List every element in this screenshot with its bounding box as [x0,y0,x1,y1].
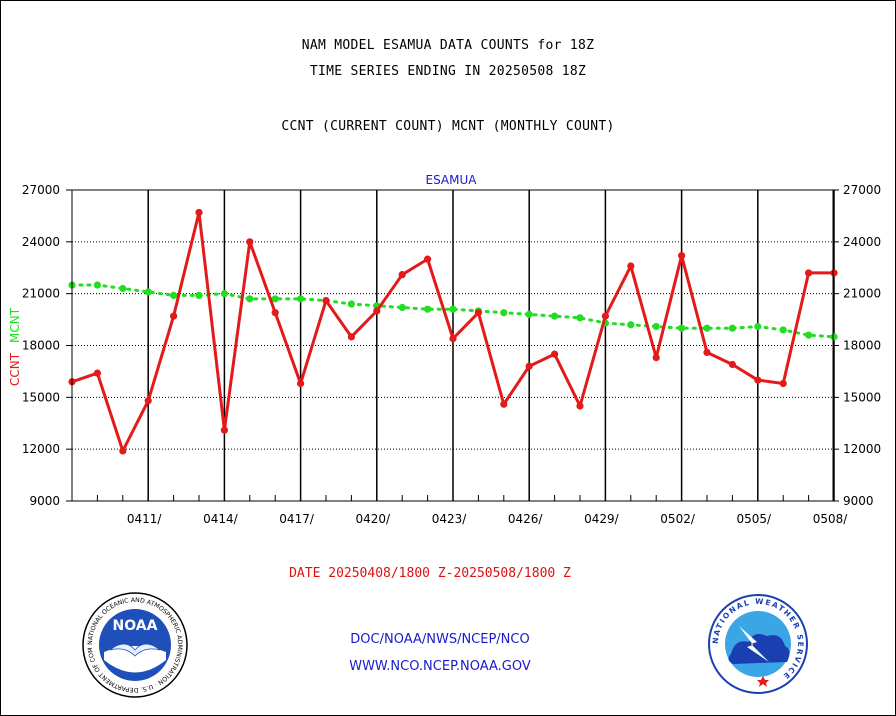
series-layer [68,208,838,455]
ccnt-point [830,269,838,277]
ccnt-point [246,238,254,246]
mcnt-point [297,295,305,303]
plot-title: ESAMUA [426,173,478,187]
ccnt-point [754,376,762,384]
ccnt-point [347,333,355,341]
mcnt-point [93,281,101,289]
y-tick-label-right: 24000 [843,235,881,249]
ccnt-point [398,271,406,279]
ccnt-point [627,262,635,270]
mcnt-point [170,291,178,299]
axis-layer: 9000 9000 12000 12000 15000 15000 18000 18000 21… [22,183,881,526]
mcnt-point [271,295,279,303]
mcnt-point [449,305,457,313]
y-tick-label-right: 18000 [843,339,881,353]
y-tick-label-left: 15000 [22,390,60,404]
mcnt-point [576,314,584,322]
mcnt-point [246,295,254,303]
date-range-label: DATE 20250408/1800 Z-20250508/1800 Z [289,566,571,581]
mcnt-point [424,305,432,313]
mcnt-point [398,303,406,312]
mcnt-point [119,284,127,293]
x-tick-label: 0417/ [279,512,315,526]
x-tick-label: 0502/ [660,512,696,526]
mcnt-point [220,290,228,298]
mcnt-point [830,333,838,341]
y-tick-label-left: 18000 [22,339,60,353]
y-tick-label-left: 27000 [22,183,60,197]
ccnt-point [576,402,584,410]
x-tick-label: 0414/ [203,512,239,526]
ccnt-point [170,312,178,320]
ccnt-point [703,348,711,357]
y-tick-label-right: 15000 [843,390,881,404]
mcnt-point [144,288,152,296]
ccnt-point [449,334,457,343]
mcnt-point [652,322,660,331]
y-tick-label-left: 21000 [22,287,60,301]
ccnt-point [220,426,228,434]
x-tick-label: 0508/ [813,512,849,526]
y-tick-label-right: 21000 [843,287,881,301]
mcnt-point [703,324,711,332]
y-tick-label-left: 12000 [22,442,60,456]
x-tick-label: 0429/ [584,512,620,526]
plot-border [71,189,834,502]
ccnt-point [779,379,787,388]
y-tick-label-left: 9000 [29,494,60,508]
y-tick-label-left: 24000 [22,235,60,249]
website-link[interactable]: WWW.NCO.NCEP.NOAA.GOV [349,659,531,674]
ccnt-point [195,208,203,217]
y-tick-label-right: 27000 [843,183,881,197]
mcnt-point [779,326,787,334]
x-tick-label: 0426/ [508,512,544,526]
ccnt-point [474,309,482,317]
ccnt-point [678,252,686,260]
mcnt-point [195,291,203,299]
ccnt-point [424,255,432,263]
ccnt-point [525,362,533,370]
ccnt-point [601,312,610,320]
ccnt-point [93,369,101,377]
y-axis-label-ccnt: CCNT [8,352,22,386]
mcnt-point [551,312,559,320]
esamua-line-chart: ESAMUA 9000 9000 12000 12000 15000 15000 18000… [8,173,881,526]
ccnt-point [271,309,279,317]
mcnt-point [728,324,737,332]
nws-logo: NATIONAL WEATHER SERVICE [708,594,808,694]
noaa-logo: NOAA NATIONAL OCEANIC AND ATMOSPHERIC AD… [80,590,188,698]
y-tick-label-right: 9000 [843,494,874,508]
chart-title-line2: TIME SERIES ENDING IN 20250508 18Z [309,64,587,79]
x-tick-label: 0420/ [356,512,392,526]
chart-title-line1: NAM MODEL ESAMUA DATA COUNTS for 18Z [301,38,595,53]
mcnt-point [627,321,635,329]
ccnt-point [119,447,127,455]
grid-layer [72,190,835,501]
ccnt-point [728,360,737,369]
mcnt-point [347,300,355,308]
chart-subtitle: CCNT (CURRENT COUNT) MCNT (MONTHLY COUNT… [281,119,615,134]
ccnt-point [144,397,152,405]
ccnt-point [373,307,381,315]
ccnt-point [297,379,305,388]
mcnt-point [500,309,508,317]
mcnt-point [525,310,533,318]
y-tick-label-right: 12000 [843,442,881,456]
x-tick-label: 0411/ [127,512,163,526]
mcnt-point [805,331,813,339]
mcnt-point [754,322,762,331]
ccnt-point [805,269,813,277]
org-path-link[interactable]: DOC/NOAA/NWS/NCEP/NCO [350,632,530,647]
ccnt-point [322,296,330,305]
ccnt-point [551,350,559,358]
ccnt-point [652,353,660,362]
x-tick-label: 0423/ [432,512,468,526]
mcnt-point [678,324,686,332]
x-tick-label: 0505/ [737,512,773,526]
ccnt-point [500,400,508,408]
noaa-logo-wordmark: NOAA [113,618,158,634]
y-axis-label-mcnt: MCNT [8,307,22,343]
